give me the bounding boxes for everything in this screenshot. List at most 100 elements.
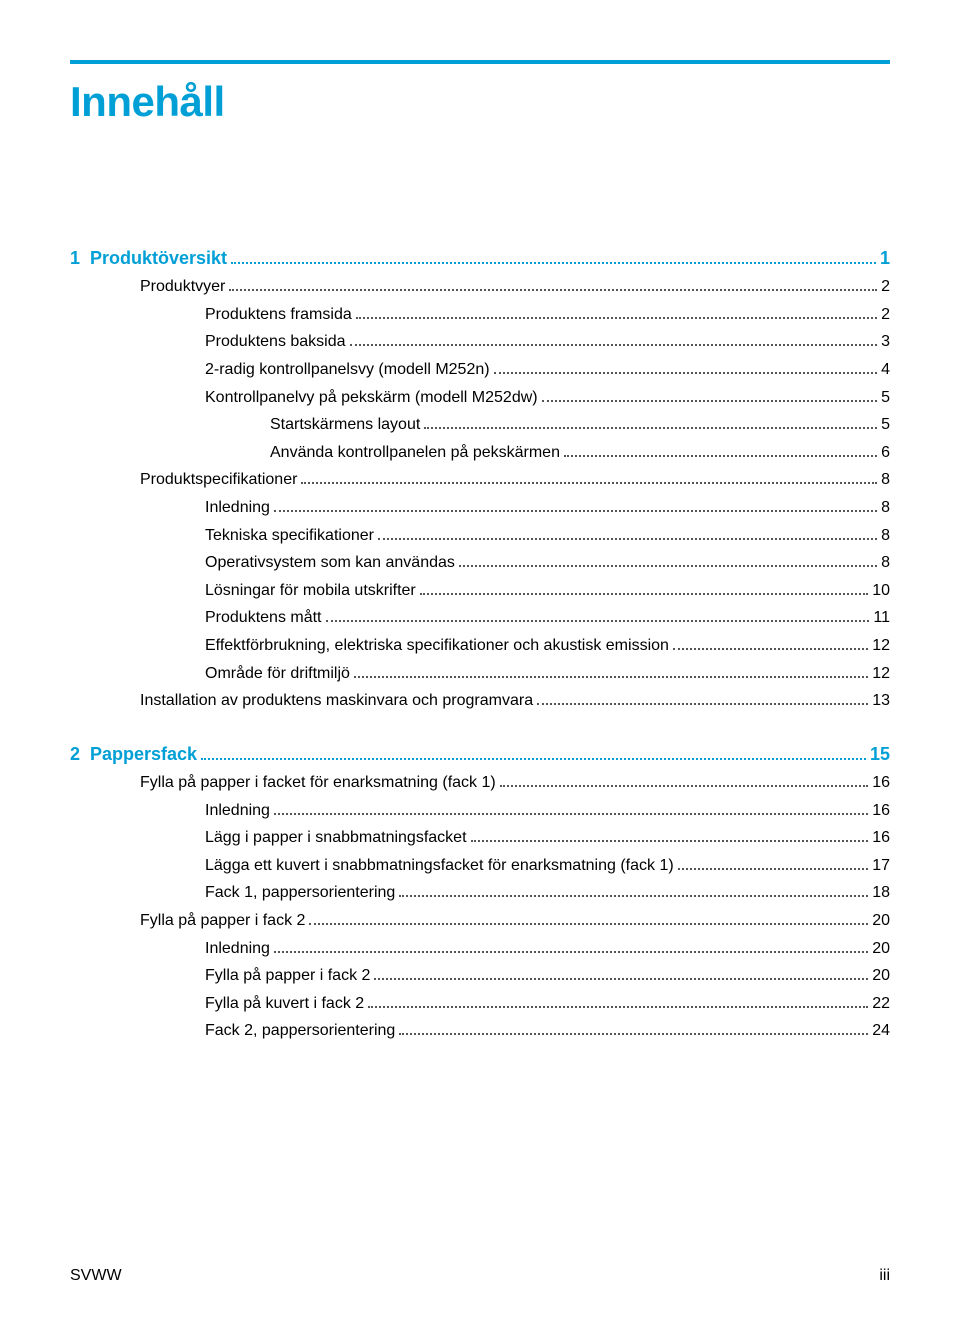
leader-dots [471, 827, 869, 842]
toc-entry-label: Tekniska specifikationer [205, 525, 374, 547]
toc-row: Fylla på kuvert i fack 2 22 [70, 993, 890, 1015]
toc-row: Inledning 20 [70, 938, 890, 960]
toc-row: 2-radig kontrollpanelsvy (modell M252n) 4 [70, 359, 890, 381]
page-number: 5 [881, 387, 890, 409]
page-number: 2 [881, 276, 890, 298]
page-number: 16 [872, 827, 890, 849]
toc-entry-label: Inledning [205, 938, 270, 960]
leader-dots [537, 690, 868, 705]
toc-row: Fylla på papper i fack 2 20 [70, 965, 890, 987]
toc-row: 1Produktöversikt1 [70, 246, 890, 270]
table-of-contents: 1Produktöversikt1Produktvyer2Produktens … [70, 246, 890, 1042]
footer-left: SVWW [70, 1267, 122, 1285]
title-rule [70, 60, 890, 64]
leader-dots [424, 414, 877, 429]
page-number: 6 [881, 442, 890, 464]
toc-row: Produktvyer 2 [70, 276, 890, 298]
toc-row: Fack 1, pappersorientering 18 [70, 882, 890, 904]
page-title: Innehåll [70, 78, 890, 126]
chapter-title: Produktöversikt [90, 246, 227, 270]
leader-dots [459, 552, 877, 567]
toc-row: Lägga ett kuvert i snabbmatningsfacket f… [70, 855, 890, 877]
page-number: 20 [872, 938, 890, 960]
page-number: 15 [870, 742, 890, 766]
page-number: 16 [872, 800, 890, 822]
leader-dots [368, 993, 868, 1008]
leader-dots [231, 249, 876, 264]
leader-dots [356, 304, 877, 319]
toc-entry-label: Inledning [205, 497, 270, 519]
leader-dots [420, 580, 868, 595]
page-number: 8 [881, 525, 890, 547]
toc-entry-label: Område för driftmiljö [205, 663, 350, 685]
page-number: 18 [872, 882, 890, 904]
chapter-number: 2 [70, 742, 90, 766]
leader-dots [350, 332, 878, 347]
toc-entry-label: Fack 1, pappersorientering [205, 882, 395, 904]
toc-entry-label: Inledning [205, 800, 270, 822]
toc-entry-label: Fylla på papper i fack 2 [140, 910, 305, 932]
footer: SVWW iii [70, 1267, 890, 1285]
toc-row: Kontrollpanelvy på pekskärm (modell M252… [70, 387, 890, 409]
leader-dots [542, 387, 878, 402]
toc-entry-label: Fylla på papper i fack 2 [205, 965, 370, 987]
toc-entry-label: Installation av produktens maskinvara oc… [140, 690, 533, 712]
leader-dots [201, 745, 866, 760]
toc-row: Använda kontrollpanelen på pekskärmen 6 [70, 442, 890, 464]
toc-entry-label: Produktens framsida [205, 304, 352, 326]
leader-dots [500, 772, 868, 787]
page-number: 12 [872, 663, 890, 685]
toc-entry-label: Fylla på kuvert i fack 2 [205, 993, 364, 1015]
leader-dots [274, 938, 868, 953]
page-number: 20 [872, 965, 890, 987]
leader-dots [494, 359, 878, 374]
chapter-title: Pappersfack [90, 742, 197, 766]
toc-row: Produktens framsida 2 [70, 304, 890, 326]
leader-dots [399, 883, 868, 898]
toc-row: Startskärmens layout5 [70, 414, 890, 436]
page-number: 20 [872, 910, 890, 932]
toc-entry-label: Lägga ett kuvert i snabbmatningsfacket f… [205, 855, 674, 877]
toc-row: Produktspecifikationer8 [70, 469, 890, 491]
toc-entry-label: 2-radig kontrollpanelsvy (modell M252n) [205, 359, 490, 381]
page-number: 22 [872, 993, 890, 1015]
page-number: 2 [881, 304, 890, 326]
toc-row: Fylla på papper i fack 2 20 [70, 910, 890, 932]
page-number: 12 [872, 635, 890, 657]
page-number: 1 [880, 246, 890, 270]
toc-row: Fylla på papper i facket för enarksmatni… [70, 772, 890, 794]
toc-row: Installation av produktens maskinvara oc… [70, 690, 890, 712]
leader-dots [374, 965, 868, 980]
page-number: 8 [881, 497, 890, 519]
page-number: 4 [881, 359, 890, 381]
leader-dots [378, 525, 877, 540]
toc-entry-label: Fack 2, pappersorientering [205, 1020, 395, 1042]
page-number: 10 [872, 580, 890, 602]
leader-dots [229, 277, 877, 292]
toc-entry-label: Använda kontrollpanelen på pekskärmen [270, 442, 560, 464]
page: Innehåll 1Produktöversikt1Produktvyer2Pr… [0, 0, 960, 1325]
page-number: 5 [881, 414, 890, 436]
toc-row: Inledning 8 [70, 497, 890, 519]
toc-row: Operativsystem som kan användas8 [70, 552, 890, 574]
leader-dots [326, 608, 870, 623]
toc-entry-label: Produktens baksida [205, 331, 346, 353]
page-number: 16 [872, 772, 890, 794]
leader-dots [399, 1021, 868, 1036]
toc-row: Lösningar för mobila utskrifter10 [70, 580, 890, 602]
page-number: 3 [881, 331, 890, 353]
toc-entry-label: Effektförbrukning, elektriska specifikat… [205, 635, 669, 657]
page-number: 17 [872, 855, 890, 877]
leader-dots [274, 497, 877, 512]
footer-right: iii [879, 1267, 890, 1285]
toc-row: Område för driftmiljö 12 [70, 663, 890, 685]
toc-entry-label: Produktvyer [140, 276, 225, 298]
toc-row: Fack 2, pappersorientering24 [70, 1020, 890, 1042]
toc-row: Produktens mått11 [70, 607, 890, 629]
toc-row: 2Pappersfack 15 [70, 742, 890, 766]
toc-row: Effektförbrukning, elektriska specifikat… [70, 635, 890, 657]
leader-dots [678, 855, 869, 870]
page-number: 8 [881, 469, 890, 491]
leader-dots [354, 663, 868, 678]
page-number: 8 [881, 552, 890, 574]
